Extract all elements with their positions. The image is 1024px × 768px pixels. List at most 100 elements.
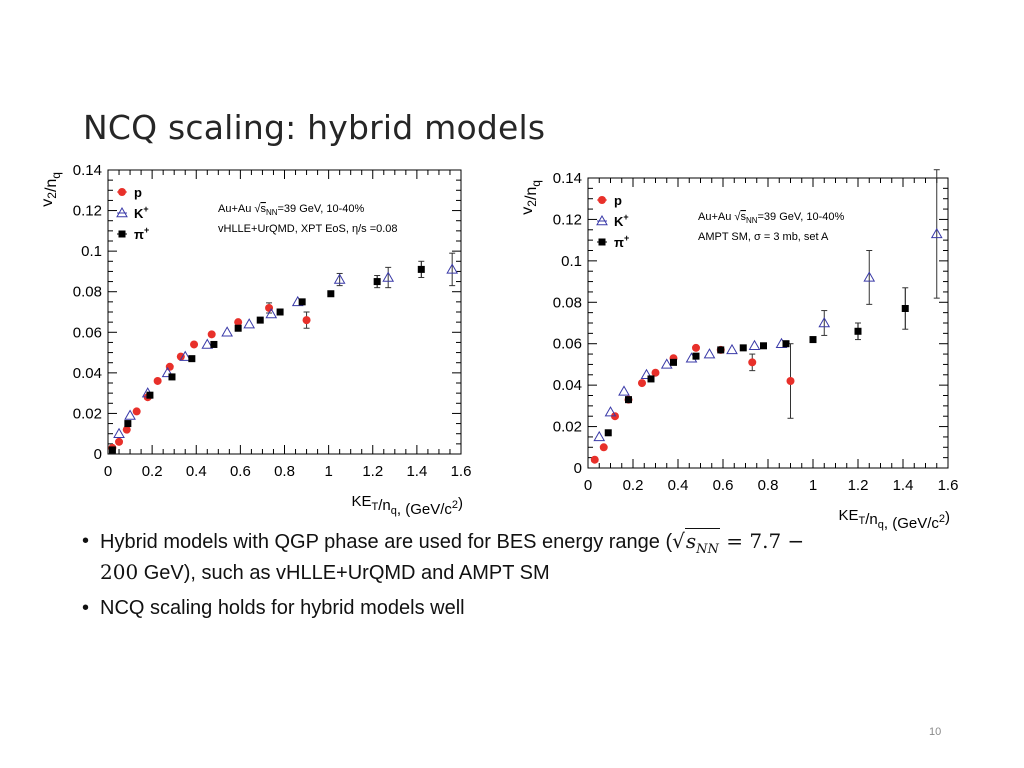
x-tick-label: 0 xyxy=(584,477,592,494)
data-point xyxy=(599,443,608,452)
legend-marker-square xyxy=(118,230,126,238)
y-tick-label: 0 xyxy=(574,460,582,477)
bullet-text-part1: Hybrid models with QGP phase are used fo… xyxy=(100,531,673,553)
data-point xyxy=(786,377,795,385)
data-point xyxy=(782,340,790,348)
data-point xyxy=(651,368,660,377)
bullet-dot: • xyxy=(82,597,90,619)
x-tick-label: 1.6 xyxy=(451,463,472,480)
data-point xyxy=(132,407,141,416)
data-point xyxy=(748,358,757,367)
data-point xyxy=(604,406,617,417)
data-point xyxy=(748,339,761,351)
y-tick-label: 0.1 xyxy=(561,253,582,270)
legend-marker-triangle-open xyxy=(596,214,608,226)
x-tick-label: 0.2 xyxy=(142,463,163,480)
y-tick-label: 0.14 xyxy=(553,170,582,187)
data-point xyxy=(176,352,185,361)
data-point xyxy=(265,308,278,319)
data-point xyxy=(373,278,381,286)
legend-label: π+ xyxy=(134,225,149,242)
y-tick-label: 0.02 xyxy=(73,405,102,422)
data-point xyxy=(221,326,233,337)
data-point xyxy=(327,290,335,298)
legend-label: K+ xyxy=(614,212,629,229)
y-tick-label: 0.04 xyxy=(553,377,582,394)
page-number: 10 xyxy=(929,726,942,738)
series-2 xyxy=(108,260,425,454)
data-point xyxy=(243,318,256,329)
data-point xyxy=(153,376,162,385)
data-point xyxy=(417,265,425,273)
annotation-system: Au+Au √sNN=39 GeV, 10-40% xyxy=(698,211,844,225)
data-point xyxy=(207,330,216,339)
data-point xyxy=(717,346,725,354)
x-tick-label: 0.8 xyxy=(274,463,295,480)
chart-ampt-sm: 0 0.2 0.4 0.6 0.8 1 1.2 1.4 1.6 0 0.02 0.04 0.06 0.08… xyxy=(519,169,959,532)
data-point xyxy=(692,343,700,352)
data-point xyxy=(190,340,199,349)
data-point xyxy=(168,373,176,381)
x-tick-label: 1.6 xyxy=(938,477,959,494)
data-point xyxy=(901,305,909,312)
legend: p K+ π+ xyxy=(116,185,149,242)
legend-marker-triangle-open xyxy=(116,206,128,218)
x-tick-label: 0.6 xyxy=(230,463,251,480)
data-point xyxy=(124,409,136,420)
data-point xyxy=(113,427,125,438)
data-point xyxy=(382,271,395,282)
energy-eq: = 7.7 − xyxy=(719,529,805,553)
legend-label: p xyxy=(614,193,622,208)
data-point xyxy=(593,430,606,442)
legend-marker-circle xyxy=(598,196,606,204)
data-point xyxy=(179,350,192,361)
series-2 xyxy=(604,287,909,437)
data-point xyxy=(446,263,459,274)
data-point xyxy=(124,420,132,428)
data-point xyxy=(210,340,218,348)
legend: p K+ π+ xyxy=(596,193,629,250)
data-point xyxy=(726,343,738,355)
data-point xyxy=(703,348,716,359)
data-point xyxy=(146,391,154,399)
slide-title: NCQ scaling: hybrid models xyxy=(83,108,546,147)
series-1 xyxy=(113,252,459,438)
data-point xyxy=(161,366,174,378)
legend-label: p xyxy=(134,185,142,200)
data-point xyxy=(188,355,196,363)
y-tick-label: 0.08 xyxy=(553,294,582,311)
y-axis-label: v2/nq xyxy=(39,172,63,207)
x-tick-label: 0.4 xyxy=(668,477,689,494)
x-tick-label: 0.4 xyxy=(186,463,207,480)
data-point xyxy=(818,316,831,328)
y-tick-label: 0 xyxy=(94,446,102,463)
x-axis-label: KET/nq, (GeV/c2) xyxy=(838,507,950,532)
y-tick-label: 0.04 xyxy=(73,365,102,382)
x-tick-label: 1 xyxy=(809,477,817,494)
legend-label: π+ xyxy=(614,233,629,250)
data-point xyxy=(638,379,646,388)
bullet-text: NCQ scaling holds for hybrid models well xyxy=(100,597,465,619)
data-point xyxy=(590,455,599,464)
x-tick-label: 1 xyxy=(324,463,332,480)
x-tick-label: 0.2 xyxy=(623,477,644,494)
x-tick-label: 0 xyxy=(104,463,112,480)
data-point xyxy=(760,342,767,350)
data-point xyxy=(333,273,346,284)
annotation-system: Au+Au √sNN=39 GeV, 10-40% xyxy=(218,203,364,217)
data-point xyxy=(854,327,862,335)
data-point xyxy=(647,375,655,383)
x-tick-label: 0.8 xyxy=(758,477,779,494)
annotation-model: vHLLE+UrQMD, XPT EoS, η/s =0.08 xyxy=(218,223,398,235)
data-point xyxy=(739,344,747,352)
y-axis-label: v2/nq xyxy=(519,180,543,215)
chart-vhlle-urqmd: 0 0.2 0.4 0.6 0.8 1 1.2 1.4 1.6 0 0.02 0.04 0.06 0.08… xyxy=(39,162,472,518)
sqrt-symbol: √sNN xyxy=(672,528,720,557)
data-point xyxy=(298,298,306,306)
bullet-dot: • xyxy=(82,530,90,552)
y-tick-label: 0.06 xyxy=(553,336,582,353)
legend-marker-square xyxy=(598,238,606,246)
sqrt-s: s xyxy=(685,529,697,553)
y-tick-label: 0.02 xyxy=(553,419,582,436)
data-point xyxy=(302,316,311,325)
